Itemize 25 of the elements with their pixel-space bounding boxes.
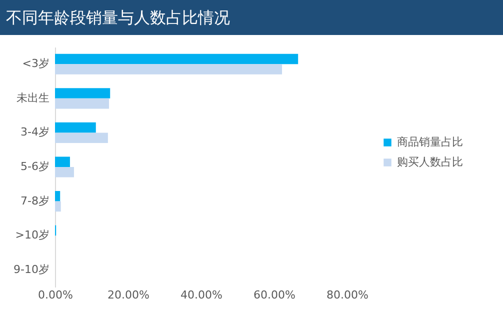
bar <box>55 54 298 64</box>
y-tick-label: 7-8岁 <box>20 194 50 208</box>
bar <box>55 122 96 133</box>
bar <box>55 132 108 143</box>
x-tick-label: 60.00% <box>254 288 296 302</box>
bar <box>55 201 61 212</box>
bar <box>55 98 110 109</box>
y-tick-label: <3岁 <box>22 57 50 70</box>
y-tick-label: 5-6岁 <box>20 160 50 173</box>
legend-label: 商品销量占比 <box>397 136 463 148</box>
x-tick-label: 20.00% <box>108 288 150 302</box>
y-tick-label: 未出生 <box>16 91 50 104</box>
chart-title: 不同年龄段销量与人数占比情况 <box>0 0 503 35</box>
x-tick-label: 80.00% <box>326 288 368 302</box>
y-tick-label: >10岁 <box>15 228 50 242</box>
bar <box>55 64 282 74</box>
bar <box>55 167 74 178</box>
y-tick-label: 9-10岁 <box>14 262 50 276</box>
x-tick-label: 40.00% <box>180 288 222 302</box>
bar <box>55 191 60 202</box>
bar <box>55 156 70 167</box>
bar <box>55 88 110 98</box>
y-tick-label: 3-4岁 <box>20 126 50 139</box>
x-tick-label: 0.00% <box>38 288 73 302</box>
legend-label: 购买人数占比 <box>397 156 463 168</box>
